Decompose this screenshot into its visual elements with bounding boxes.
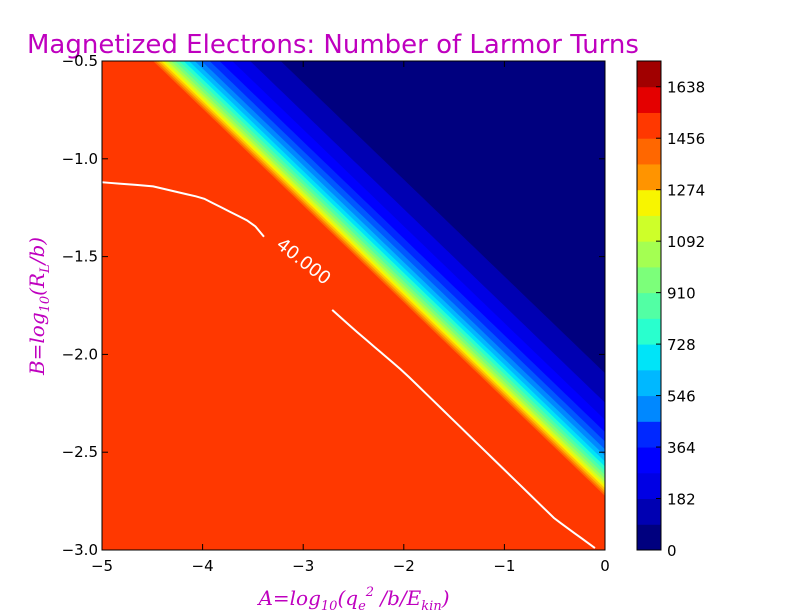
y-tick-label: −1.0 [62, 150, 98, 168]
colorbar-tick-label: 910 [667, 285, 696, 303]
x-axis-ticks: −5 −4 −3 −2 −1 0 [91, 61, 610, 575]
x-tick-label: −3 [292, 557, 314, 575]
colorbar-tick-label: 1638 [667, 79, 705, 97]
colorbar-tick-label: 728 [667, 336, 696, 354]
colorbar-segment-14 [637, 163, 661, 191]
plot-frame [101, 60, 606, 551]
colorbar-segment-5 [637, 395, 661, 422]
colorbar-segment-16 [637, 112, 661, 139]
y-axis-label: B=log10(RL/b) [25, 237, 53, 376]
colorbar-tick-label: 1092 [667, 233, 705, 251]
colorbar-segment-7 [637, 344, 661, 371]
colorbar-segment-17 [637, 86, 661, 113]
contour-line-segment-1 [101, 181, 265, 238]
chart-title: Magnetized Electrons: Number of Larmor T… [27, 30, 639, 60]
contour-line-segment-2 [331, 309, 596, 549]
colorbar-segment-1 [637, 498, 661, 525]
colorbar-segment-6 [637, 369, 661, 397]
x-tick-label: −5 [91, 557, 113, 575]
colorbar-tick-label: 364 [667, 439, 696, 457]
colorbar-segment-3 [637, 447, 661, 474]
x-tick-label: −4 [192, 557, 214, 575]
x-axis-label: A=log10(qe2 /b/Ekin) [256, 585, 449, 612]
x-tick-label: 0 [600, 557, 610, 575]
colorbar-segment-2 [637, 472, 661, 500]
y-tick-label: −2.0 [62, 345, 98, 363]
plot-area [102, 61, 605, 550]
colorbar-tick-label: 182 [667, 491, 696, 509]
colorbar-ticks: 0 182 364 546 728 910 1092 1274 1456 1638 [656, 79, 705, 560]
y-axis-ticks: −0.5 −1.0 −1.5 −2.0 −2.5 −3.0 [62, 52, 605, 559]
colorbar-frame [636, 60, 662, 551]
colorbar-segment-10 [637, 266, 661, 294]
colorbar-segment-4 [637, 421, 661, 448]
x-tick-label: −1 [493, 557, 515, 575]
colorbar-tick-label: 0 [667, 542, 677, 560]
colorbar-segment-8 [637, 318, 661, 345]
colorbar-tick-label: 546 [667, 388, 696, 406]
y-tick-label: −2.5 [62, 443, 98, 461]
colorbar-tick-label: 1274 [667, 182, 705, 200]
x-tick-label: −2 [393, 557, 415, 575]
contour-band-18 [102, 61, 605, 550]
y-tick-label: −0.5 [62, 52, 98, 70]
colorbar-segment-13 [637, 189, 661, 216]
colorbar-segment-18 [637, 61, 661, 88]
colorbar-segment-12 [637, 215, 661, 242]
colorbar-segment-9 [637, 292, 661, 319]
colorbar-tick-label: 1456 [667, 130, 705, 148]
colorbar-segment-15 [637, 138, 661, 165]
y-tick-label: −3.0 [62, 541, 98, 559]
colorbar [636, 60, 662, 551]
y-tick-label: −1.5 [62, 248, 98, 266]
colorbar-segment-0 [637, 524, 661, 551]
colorbar-segment-11 [637, 241, 661, 268]
